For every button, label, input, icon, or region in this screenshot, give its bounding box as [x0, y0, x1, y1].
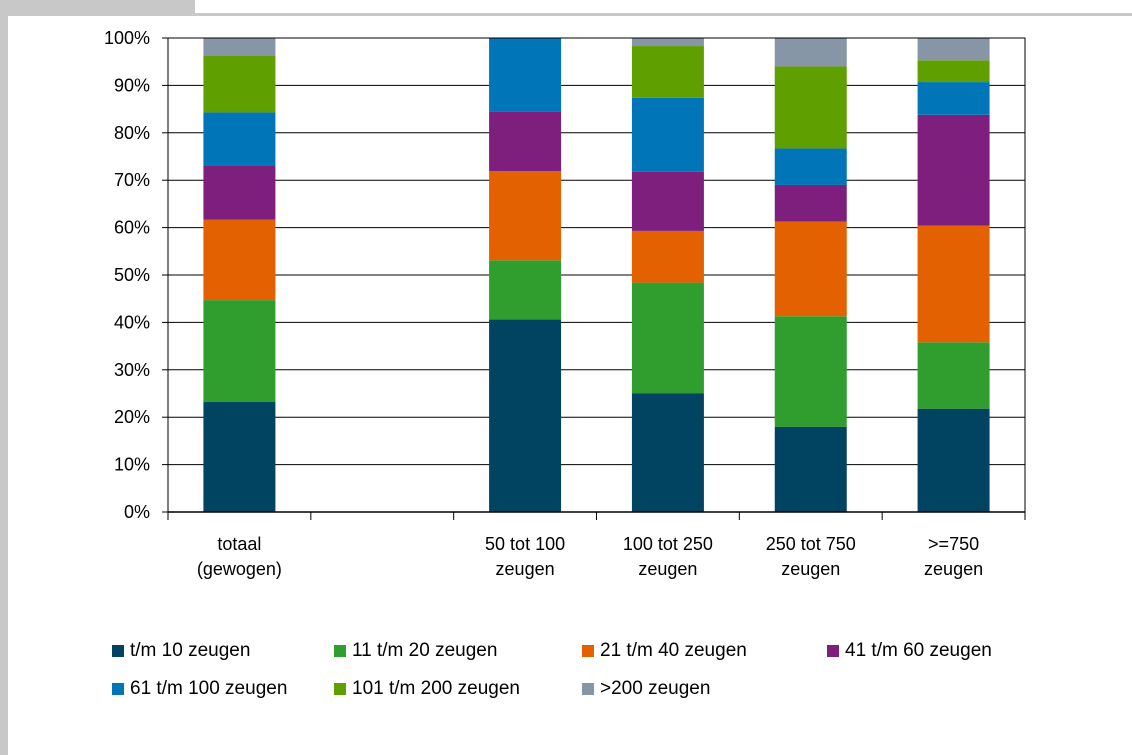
x-tick-label: >=750	[928, 534, 979, 554]
legend-item: 61 t/m 100 zeugen	[112, 678, 287, 700]
x-tick-label: zeugen	[496, 559, 555, 579]
legend-item: t/m 10 zeugen	[112, 640, 250, 662]
y-tick-label: 0%	[124, 502, 150, 522]
gridlines	[168, 37, 1025, 466]
bar-segment	[631, 282, 704, 394]
bar-segment	[917, 342, 990, 409]
top-frame-inner	[195, 0, 1132, 13]
bar-segment	[631, 230, 704, 283]
y-tick-label: 30%	[114, 360, 150, 380]
legend-item: 21 t/m 40 zeugen	[582, 640, 747, 662]
bar-segment	[631, 393, 704, 512]
legend-swatch	[112, 645, 124, 657]
bar-segment	[489, 171, 562, 261]
x-tick-labels: totaal (gewogen) 50 tot 100 zeugen 100 tot 2…	[197, 534, 983, 579]
legend-label: 41 t/m 60 zeugen	[845, 640, 992, 661]
bar-segment	[917, 60, 990, 83]
bar-segment	[631, 38, 704, 47]
legend-item: 101 t/m 200 zeugen	[334, 678, 520, 700]
legend-swatch	[334, 645, 346, 657]
bar-segment	[774, 38, 847, 67]
x-tick-label: totaal	[217, 534, 261, 554]
bar-segment	[774, 426, 847, 512]
y-tick-label: 70%	[114, 170, 150, 190]
bar-segment	[203, 112, 276, 166]
legend-swatch	[112, 683, 124, 695]
bar-segment	[774, 316, 847, 427]
legend-label: t/m 10 zeugen	[130, 640, 251, 661]
bar-segment	[774, 148, 847, 185]
x-tick-label: zeugen	[638, 559, 697, 579]
y-tick-label: 90%	[114, 75, 150, 95]
legend-swatch	[334, 683, 346, 695]
bar-segment	[917, 38, 990, 61]
x-tick-label: (gewogen)	[197, 559, 282, 579]
bar-segment	[203, 402, 276, 512]
legend-swatch	[582, 645, 594, 657]
legend-item: >200 zeugen	[582, 678, 710, 700]
axes	[167, 37, 1026, 520]
legend-label: >200 zeugen	[600, 678, 711, 699]
bar-segment	[774, 66, 847, 149]
bar-segment	[631, 46, 704, 98]
x-tick-label: 50 tot 100	[485, 534, 565, 554]
bar-segment	[917, 114, 990, 226]
legend-swatch	[827, 645, 839, 657]
bar-segment	[203, 56, 276, 113]
legend-row: 61 t/m 100 zeugen 101 t/m 200 zeugen >200 …	[112, 678, 1072, 716]
bar-segment	[489, 319, 562, 512]
stacked-bar-chart: 0% 10% 20% 30% 40% 50% 60% 70% 80% 90% 100% totaal…	[104, 28, 1026, 579]
x-tick-label: zeugen	[781, 559, 840, 579]
legend-label: 61 t/m 100 zeugen	[130, 678, 288, 699]
y-tick-labels: 0% 10% 20% 30% 40% 50% 60% 70% 80% 90% 100%	[104, 28, 168, 522]
legend-row: t/m 10 zeugen 11 t/m 20 zeugen 21 t/m 40 z…	[112, 640, 1072, 678]
bar-segment	[489, 111, 562, 172]
bar-segment	[774, 184, 847, 222]
legend-item: 11 t/m 20 zeugen	[334, 640, 497, 662]
bar-segment	[489, 260, 562, 320]
y-tick-label: 20%	[114, 407, 150, 427]
bar-segment	[489, 38, 562, 112]
legend-label: 11 t/m 20 zeugen	[352, 640, 498, 661]
bars	[203, 38, 990, 512]
bar-segment	[203, 300, 276, 403]
bar-segment	[774, 221, 847, 317]
y-tick-label: 10%	[114, 455, 150, 475]
y-tick-label: 80%	[114, 123, 150, 143]
x-tick-label: zeugen	[924, 559, 983, 579]
bar-segment	[917, 82, 990, 115]
x-tick-label: 100 tot 250	[623, 534, 713, 554]
left-frame-rule	[0, 16, 8, 755]
y-tick-label: 100%	[104, 28, 150, 48]
top-frame-bar	[0, 0, 1132, 16]
bar-segment	[203, 165, 276, 220]
legend-label: 101 t/m 200 zeugen	[352, 678, 520, 699]
bar-segment	[203, 219, 276, 301]
legend-item: 41 t/m 60 zeugen	[827, 640, 992, 662]
chart-legend: t/m 10 zeugen 11 t/m 20 zeugen 21 t/m 40 z…	[112, 640, 1072, 716]
bar-segment	[203, 38, 276, 57]
bar-segment	[917, 408, 990, 512]
legend-swatch	[582, 683, 594, 695]
x-tick-label: 250 tot 750	[766, 534, 856, 554]
legend-label: 21 t/m 40 zeugen	[600, 640, 747, 661]
bar-segment	[631, 97, 704, 172]
y-tick-label: 50%	[114, 265, 150, 285]
y-tick-label: 60%	[114, 218, 150, 238]
y-tick-label: 40%	[114, 312, 150, 332]
bar-segment	[917, 225, 990, 343]
bar-segment	[631, 171, 704, 231]
